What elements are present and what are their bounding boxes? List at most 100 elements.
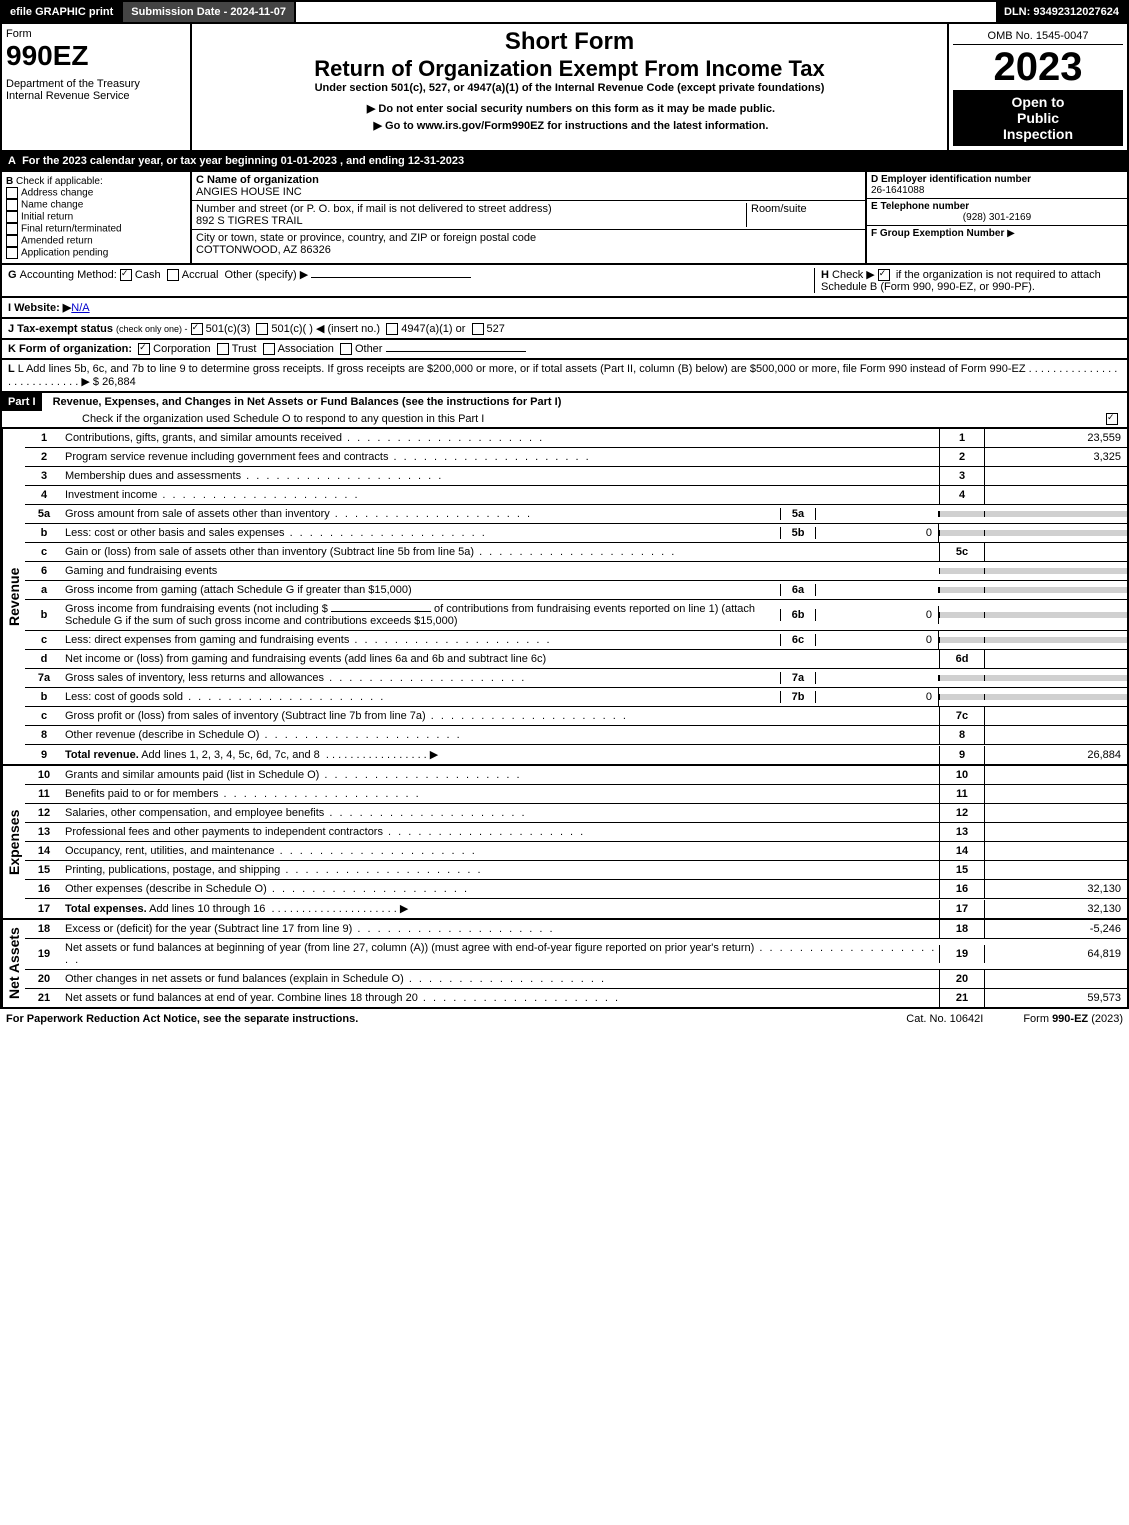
line-7c-text: Gross profit or (loss) from sales of inv…: [63, 707, 939, 725]
line-6a-value: [816, 587, 939, 593]
open-to-public: Open toPublicInspection: [953, 90, 1123, 146]
revenue-label: Revenue: [2, 429, 25, 764]
header-bar: efile GRAPHIC print Submission Date - 20…: [0, 0, 1129, 24]
line-4-value: [985, 492, 1127, 498]
section-c-name-address: C Name of organizationANGIES HOUSE INC N…: [192, 172, 865, 263]
chk-cash[interactable]: [120, 269, 132, 281]
room-suite-label: Room/suite: [746, 203, 861, 227]
line-3-value: [985, 473, 1127, 479]
line-12-value: [985, 810, 1127, 816]
tax-year: 2023: [953, 45, 1123, 90]
line-17-value: 32,130: [985, 900, 1127, 918]
chk-schedule-o-part-i[interactable]: [1106, 413, 1118, 425]
chk-other-org[interactable]: [340, 343, 352, 355]
line-20-text: Other changes in net assets or fund bala…: [63, 970, 939, 988]
line-18-text: Excess or (deficit) for the year (Subtra…: [63, 920, 939, 938]
chk-association[interactable]: [263, 343, 275, 355]
catalog-number: Cat. No. 10642I: [906, 1013, 983, 1025]
efile-print-button[interactable]: efile GRAPHIC print: [2, 2, 123, 22]
form-header: Form 990EZ Department of the Treasury In…: [0, 24, 1129, 152]
chk-name-change[interactable]: [6, 199, 18, 211]
chk-501c3[interactable]: [191, 323, 203, 335]
city-state-zip: COTTONWOOD, AZ 86326: [196, 244, 331, 256]
subtitle: Under section 501(c), 527, or 4947(a)(1)…: [196, 82, 943, 94]
line-16-value: 32,130: [985, 880, 1127, 898]
chk-amended-return[interactable]: [6, 235, 18, 247]
line-14-value: [985, 848, 1127, 854]
chk-501c[interactable]: [256, 323, 268, 335]
line-16-text: Other expenses (describe in Schedule O): [63, 880, 939, 898]
line-14-text: Occupancy, rent, utilities, and maintena…: [63, 842, 939, 860]
phone-value: (928) 301-2169: [871, 212, 1123, 223]
form-number: 990EZ: [6, 40, 186, 72]
line-17-text: Total expenses. Add lines 10 through 16 …: [63, 899, 939, 918]
website-link[interactable]: N/A: [71, 302, 89, 314]
line-6a-text: Gross income from gaming (attach Schedul…: [63, 581, 780, 599]
line-19-text: Net assets or fund balances at beginning…: [63, 939, 939, 969]
line-5c-value: [985, 549, 1127, 555]
line-6-text: Gaming and fundraising events: [63, 562, 939, 580]
org-name: ANGIES HOUSE INC: [196, 186, 302, 198]
phone-label: E Telephone number: [871, 201, 969, 212]
line-11-text: Benefits paid to or for members: [63, 785, 939, 803]
form-ref: Form 990-EZ (2023): [1023, 1013, 1123, 1025]
line-5c-text: Gain or (loss) from sale of assets other…: [63, 543, 939, 561]
chk-527[interactable]: [472, 323, 484, 335]
line-1-text: Contributions, gifts, grants, and simila…: [63, 429, 939, 447]
line-a-tax-year: A For the 2023 calendar year, or tax yea…: [0, 152, 1129, 172]
line-13-value: [985, 829, 1127, 835]
line-7b-text: Less: cost of goods sold: [63, 688, 780, 706]
line-5a-text: Gross amount from sale of assets other t…: [63, 505, 780, 523]
page-footer: For Paperwork Reduction Act Notice, see …: [0, 1009, 1129, 1029]
dept-treasury: Department of the Treasury: [6, 78, 186, 90]
ein-label: D Employer identification number: [871, 174, 1031, 185]
chk-application-pending[interactable]: [6, 247, 18, 259]
line-4-text: Investment income: [63, 486, 939, 504]
line-6d-value: [985, 656, 1127, 662]
line-9-value: 26,884: [985, 746, 1127, 764]
line-7c-value: [985, 713, 1127, 719]
line-2-text: Program service revenue including govern…: [63, 448, 939, 466]
part-i-header: Part I Revenue, Expenses, and Changes in…: [0, 393, 1129, 429]
line-10-value: [985, 772, 1127, 778]
chk-4947a1[interactable]: [386, 323, 398, 335]
chk-trust[interactable]: [217, 343, 229, 355]
warning-ssn: Do not enter social security numbers on …: [196, 102, 943, 115]
line-11-value: [985, 791, 1127, 797]
chk-accrual[interactable]: [167, 269, 179, 281]
line-15-value: [985, 867, 1127, 873]
form-word: Form: [6, 28, 186, 40]
line-1-value: 23,559: [985, 429, 1127, 447]
line-7a-value: [816, 675, 939, 681]
line-5a-value: [816, 511, 939, 517]
line-9-text: Total revenue. Add lines 1, 2, 3, 4, 5c,…: [63, 745, 939, 764]
line-12-text: Salaries, other compensation, and employ…: [63, 804, 939, 822]
chk-initial-return[interactable]: [6, 211, 18, 223]
dept-irs: Internal Revenue Service: [6, 90, 186, 102]
chk-address-change[interactable]: [6, 187, 18, 199]
line-5b-value: 0: [816, 524, 939, 542]
chk-corporation[interactable]: [138, 343, 150, 355]
dln: DLN: 93492312027624: [996, 2, 1127, 22]
line-18-value: -5,246: [985, 920, 1127, 938]
net-assets-section: Net Assets 18Excess or (deficit) for the…: [0, 920, 1129, 1009]
goto-instructions: Go to www.irs.gov/Form990EZ for instruct…: [196, 119, 943, 132]
revenue-section: Revenue 1Contributions, gifts, grants, a…: [0, 429, 1129, 766]
line-5b-text: Less: cost or other basis and sales expe…: [63, 524, 780, 542]
net-assets-label: Net Assets: [2, 920, 25, 1007]
gross-receipts-value: $ 26,884: [93, 376, 136, 388]
chk-final-return[interactable]: [6, 223, 18, 235]
row-k-form-org: K Form of organization: Corporation Trus…: [0, 340, 1129, 360]
line-7a-text: Gross sales of inventory, less returns a…: [63, 669, 780, 687]
line-6d-text: Net income or (loss) from gaming and fun…: [63, 650, 939, 668]
expenses-section: Expenses 10Grants and similar amounts pa…: [0, 766, 1129, 920]
line-15-text: Printing, publications, postage, and shi…: [63, 861, 939, 879]
line-6c-value: 0: [816, 631, 939, 649]
row-g-h: G Accounting Method: Cash Accrual Other …: [0, 265, 1129, 298]
line-6c-text: Less: direct expenses from gaming and fu…: [63, 631, 780, 649]
line-10-text: Grants and similar amounts paid (list in…: [63, 766, 939, 784]
line-3-text: Membership dues and assessments: [63, 467, 939, 485]
chk-schedule-b-not-required[interactable]: [878, 269, 890, 281]
line-21-value: 59,573: [985, 989, 1127, 1007]
entity-info-block: B Check if applicable: Address change Na…: [0, 172, 1129, 265]
